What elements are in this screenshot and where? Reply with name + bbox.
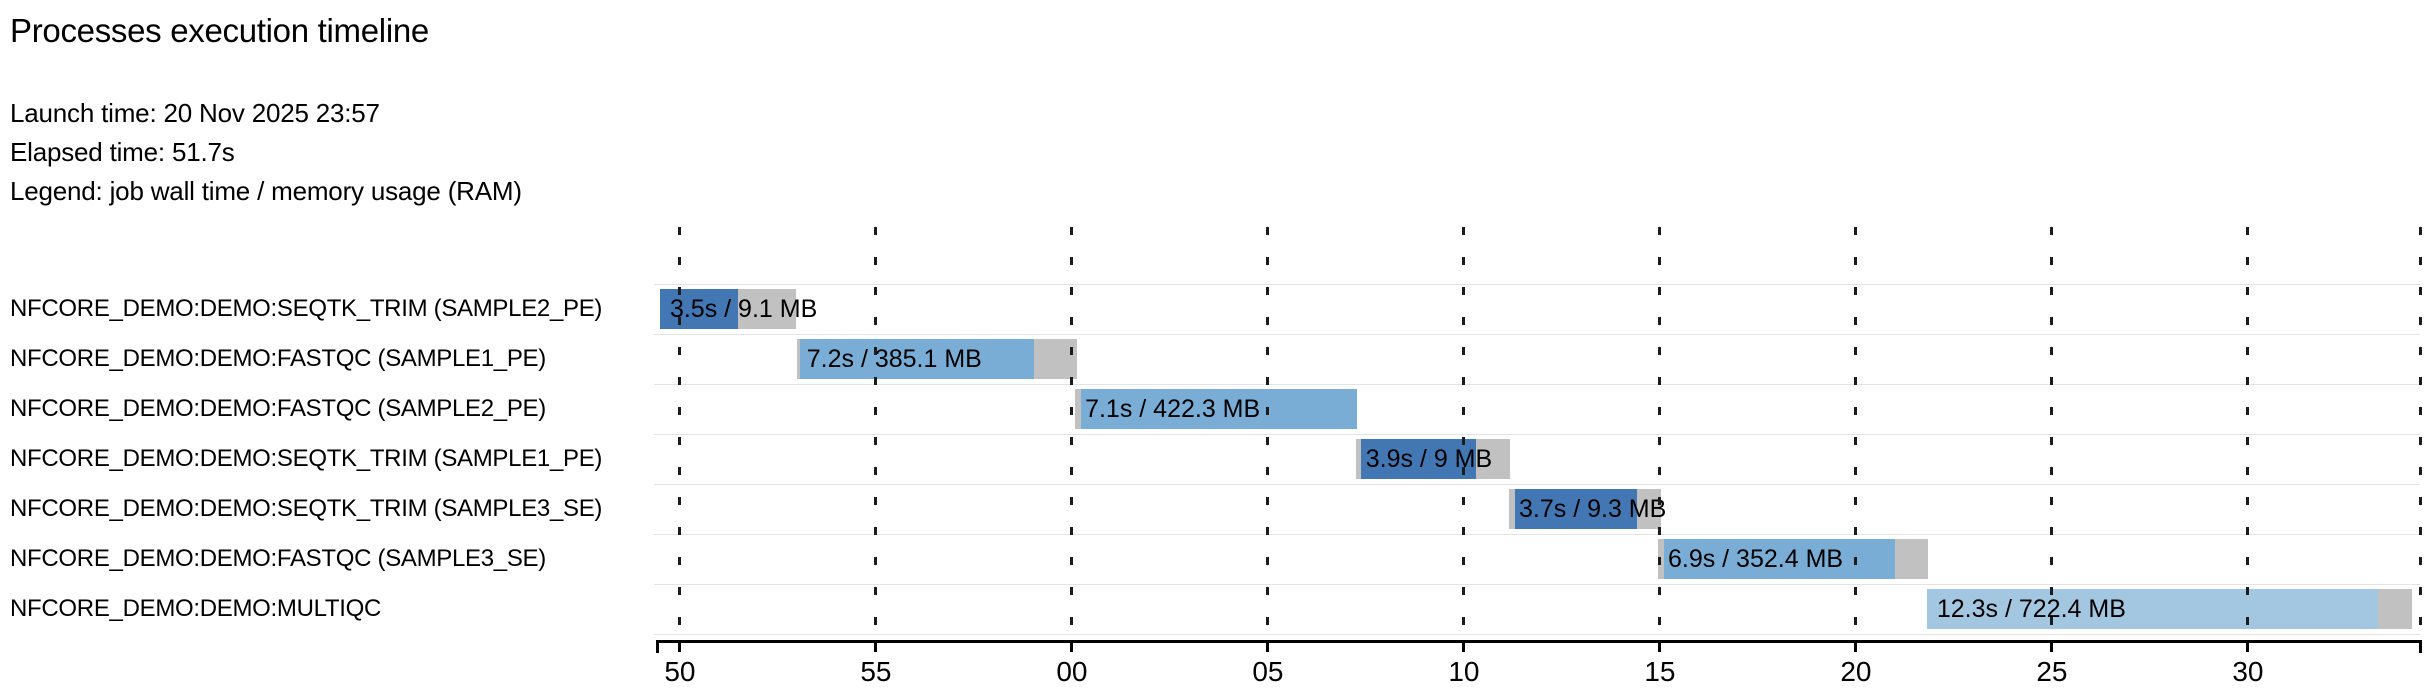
bar-completion-segment <box>1475 439 1510 479</box>
row-separator <box>654 384 2420 385</box>
bar-label: 3.9s / 9 MB <box>1365 444 1493 473</box>
tick-gridline <box>874 227 878 640</box>
x-axis-tick-label: 30 <box>2232 656 2264 687</box>
process-label: NFCORE_DEMO:DEMO:FASTQC (SAMPLE3_SE) <box>10 545 546 572</box>
bar-pending-segment <box>1355 439 1361 479</box>
tick-gridline <box>1658 227 1662 640</box>
process-bar[interactable]: 12.3s / 722.4 MB <box>1926 589 2413 629</box>
x-axis-tick-label: 50 <box>664 656 696 687</box>
tick-gridline <box>1070 227 1074 640</box>
x-axis-tick <box>1854 640 1858 652</box>
x-axis-tick <box>2050 640 2054 652</box>
x-axis-tick <box>1266 640 1270 652</box>
x-axis-tick-label: 05 <box>1252 656 1284 687</box>
process-label: NFCORE_DEMO:DEMO:SEQTK_TRIM (SAMPLE1_PE) <box>10 445 603 472</box>
process-label: NFCORE_DEMO:DEMO:SEQTK_TRIM (SAMPLE2_PE) <box>10 295 603 322</box>
process-bar[interactable]: 3.7s / 9.3 MB <box>1509 489 1666 529</box>
x-axis-tick <box>874 640 878 652</box>
row-separator <box>654 534 2420 535</box>
x-axis-tick-label: 15 <box>1644 656 1676 687</box>
process-bar[interactable]: 3.5s / 9.1 MB <box>659 289 817 329</box>
row-separator <box>654 584 2420 585</box>
bar-label: 3.7s / 9.3 MB <box>1519 494 1667 523</box>
row-separator <box>654 284 2420 285</box>
x-axis-tick <box>1070 640 1074 652</box>
process-label: NFCORE_DEMO:DEMO:MULTIQC <box>10 595 382 622</box>
bar-runtime-segment <box>659 289 738 329</box>
bar-completion-segment <box>2378 589 2413 629</box>
tick-gridline <box>1854 227 1858 640</box>
bar-label: 12.3s / 722.4 MB <box>1936 594 2126 623</box>
x-axis-tick <box>1462 640 1466 652</box>
run-meta: Launch time: 20 Nov 2025 23:57 Elapsed t… <box>10 94 522 211</box>
elapsed-time-line: Elapsed time: 51.7s <box>10 137 235 167</box>
bar-completion-segment <box>737 289 796 329</box>
bar-pending-segment <box>796 339 800 379</box>
bar-label: 7.1s / 422.3 MB <box>1085 394 1261 423</box>
bar-runtime-segment <box>799 339 1034 379</box>
bar-runtime-segment <box>1080 389 1357 429</box>
process-label: NFCORE_DEMO:DEMO:SEQTK_TRIM (SAMPLE3_SE) <box>10 495 603 522</box>
row-separator <box>654 334 2420 335</box>
x-axis-tick-label: 00 <box>1056 656 1088 687</box>
page-title: Processes execution timeline <box>10 12 429 49</box>
x-axis-tick <box>678 640 682 652</box>
bar-completion-segment <box>1895 539 1929 579</box>
x-axis-tick-label: 20 <box>1840 656 1872 687</box>
process-bar[interactable]: 7.2s / 385.1 MB <box>796 339 1077 379</box>
bar-runtime-segment <box>1360 439 1476 479</box>
process-bar[interactable]: 6.9s / 352.4 MB <box>1657 539 1929 579</box>
legend-line: Legend: job wall time / memory usage (RA… <box>10 176 522 206</box>
process-bar[interactable]: 3.9s / 9 MB <box>1355 439 1510 479</box>
process-label: NFCORE_DEMO:DEMO:FASTQC (SAMPLE2_PE) <box>10 395 546 422</box>
x-axis-tick-label: 55 <box>860 656 892 687</box>
tick-gridline <box>1462 227 1466 640</box>
x-axis-tick-label: 25 <box>2036 656 2068 687</box>
process-bar[interactable]: 7.1s / 422.3 MB <box>1075 389 1357 429</box>
bar-label: 7.2s / 385.1 MB <box>806 344 982 373</box>
tick-gridline <box>2246 227 2250 640</box>
tick-gridline <box>2050 227 2054 640</box>
x-axis-tick <box>1658 640 1662 652</box>
row-separator <box>654 484 2420 485</box>
launch-time-line: Launch time: 20 Nov 2025 23:57 <box>10 98 380 128</box>
bar-pending-segment <box>1075 389 1081 429</box>
tick-gridline <box>678 227 682 640</box>
x-axis-tick-label: 10 <box>1448 656 1480 687</box>
x-axis-end-cap <box>2419 640 2422 653</box>
bar-runtime-segment <box>1926 589 2379 629</box>
process-label: NFCORE_DEMO:DEMO:FASTQC (SAMPLE1_PE) <box>10 345 546 372</box>
tick-gridline <box>1266 227 1270 640</box>
row-separator <box>654 434 2420 435</box>
bar-label: 3.5s / 9.1 MB <box>669 294 818 323</box>
x-axis-tick <box>2246 640 2250 652</box>
x-axis-end-cap <box>656 640 659 653</box>
row-separator <box>654 634 2420 635</box>
bar-pending-segment <box>1509 489 1515 529</box>
bar-label: 6.9s / 352.4 MB <box>1667 544 1844 573</box>
bar-completion-segment <box>1033 339 1077 379</box>
bar-completion-segment <box>1636 489 1661 529</box>
tick-gridline <box>2418 227 2422 640</box>
x-axis-line <box>656 640 2422 643</box>
bar-runtime-segment <box>1514 489 1637 529</box>
